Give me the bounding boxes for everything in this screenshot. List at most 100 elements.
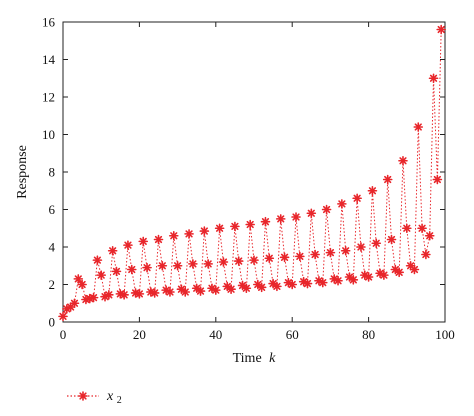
data-point [348,275,359,285]
x-tick-label: 100 [435,327,455,342]
y-axis-title: Response [15,145,30,199]
data-point [310,249,320,260]
data-point [333,275,343,286]
data-point [218,257,229,267]
data-point [245,219,255,230]
legend-label-sub: 2 [117,395,122,406]
data-point [356,242,366,252]
data-point [199,226,210,236]
data-point [203,259,213,269]
data-point [436,24,446,35]
data-point [149,288,160,298]
data-point [321,204,332,215]
data-point [379,270,389,280]
series-line [62,29,442,317]
data-point [233,256,244,266]
data-point [306,208,317,219]
data-point [256,282,267,293]
data-point [88,292,99,303]
data-point [77,279,87,290]
x-axis-title-var: k [269,351,276,366]
data-point [172,260,183,271]
data-point [367,185,378,196]
data-point [195,286,206,296]
data-point [168,230,179,241]
data-point [134,289,145,299]
x-tick-label: 0 [60,327,67,342]
data-point [279,252,290,263]
data-point [126,264,137,275]
data-point [413,122,424,132]
data-point [432,174,443,185]
y-tick-label: 8 [49,165,56,180]
data-point [107,245,118,256]
data-point [111,266,122,277]
data-point [317,277,328,288]
data-point [409,264,420,275]
legend-label: x 2 [106,389,122,406]
data-point [138,236,149,247]
data-point [214,223,225,234]
plot-frame [62,21,446,323]
data-point [325,247,336,258]
y-tick-label: 14 [42,52,56,67]
data-point [226,284,236,294]
y-tick-label: 16 [42,15,56,30]
data-point [96,270,106,280]
legend-label-name: x [106,389,114,404]
x-tick-label: 80 [362,327,375,342]
x-axis-title: Time k [233,351,277,366]
data-point [421,249,431,260]
data-point [142,262,152,273]
data-point [337,199,347,209]
data-point [58,311,68,322]
data-point [394,267,404,278]
x-axis-title-text: Time [233,351,262,366]
x-tick-label: 60 [286,327,299,342]
data-point [428,73,439,84]
data-point [275,214,286,224]
data-point [398,155,408,166]
data-point [123,240,133,250]
series-x2 [58,24,446,322]
data-point [180,287,191,297]
data-point [386,234,397,245]
data-point [363,272,374,282]
data-point [295,251,305,262]
legend: x 2 [67,389,122,406]
data-point [230,221,240,232]
data-point [302,278,313,289]
data-point [184,229,194,239]
y-tick-label: 4 [49,240,56,255]
data-point [188,259,198,269]
data-point [264,253,275,264]
axis-ticks: 0 20 40 60 80 100 0 2 4 6 8 10 12 14 16 [42,15,455,343]
data-point [165,287,175,297]
data-point [249,255,259,265]
data-point [291,212,301,222]
data-point [260,216,271,227]
data-point [417,223,427,234]
y-tick-label: 6 [49,202,56,217]
data-point [211,285,221,295]
data-point [424,230,435,241]
data-point [272,281,282,292]
data-point [401,223,412,234]
data-point [73,274,84,284]
y-tick-label: 0 [49,315,56,330]
data-point [352,193,362,204]
data-point [104,290,114,300]
y-tick-label: 10 [42,127,55,142]
legend-marker [78,391,88,401]
data-point [69,298,80,309]
x-tick-label: 20 [133,327,146,342]
y-tick-label: 12 [42,90,55,105]
data-point [153,234,164,245]
data-point [371,238,382,249]
legend-marker-star [78,391,88,401]
data-point [157,260,168,271]
data-point [340,245,351,256]
x-tick-label: 40 [209,327,222,342]
y-tick-label: 2 [49,277,56,292]
